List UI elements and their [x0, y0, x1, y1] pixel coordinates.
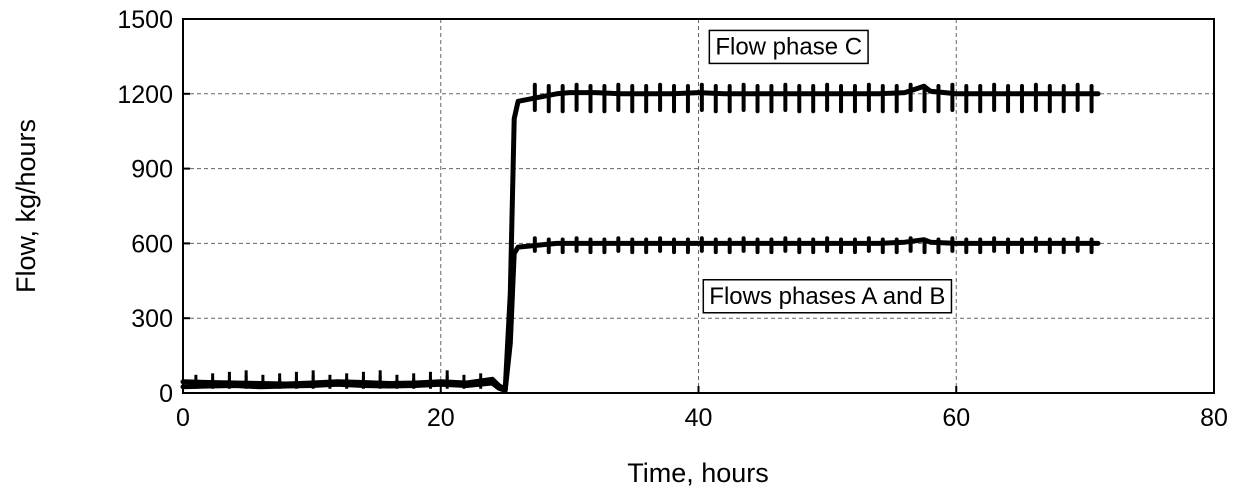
axis-ticks: 0 20 40 60 80 0 300 600 900 1200 1500 — [117, 6, 1228, 432]
x-tick-label-2: 40 — [685, 404, 713, 432]
y-tick-label-1: 300 — [131, 305, 173, 333]
annotation-text-0: Flow phase C — [715, 33, 862, 60]
series-lines — [180, 82, 1101, 393]
grid-lines — [183, 19, 1214, 393]
x-tick-label-3: 60 — [942, 404, 970, 432]
series-line-0 — [180, 83, 1101, 392]
y-tick-label-3: 900 — [131, 156, 173, 184]
annotation-0: Flow phase C — [708, 29, 869, 65]
y-tick-label-4: 1200 — [117, 81, 173, 109]
annotation-box-0 — [708, 29, 869, 65]
y-tick-label-0: 0 — [159, 380, 173, 408]
y-tick-label-5: 1500 — [117, 6, 173, 34]
x-tick-label-4: 80 — [1200, 404, 1228, 432]
y-tick-label-2: 600 — [131, 230, 173, 258]
annotation-1: Flows phases A and B — [702, 279, 953, 314]
y-axis-label: Flow, kg/hours — [11, 119, 41, 293]
x-axis-label: Time, hours — [627, 458, 769, 488]
series-line-1 — [180, 237, 1101, 393]
x-tick-label-1: 20 — [427, 404, 455, 432]
annotation-text-1: Flows phases A and B — [709, 283, 945, 310]
annotation-box-1 — [702, 279, 953, 314]
x-tick-label-0: 0 — [176, 404, 190, 432]
annotations: Flow phase C Flows phases A and B — [702, 29, 953, 314]
